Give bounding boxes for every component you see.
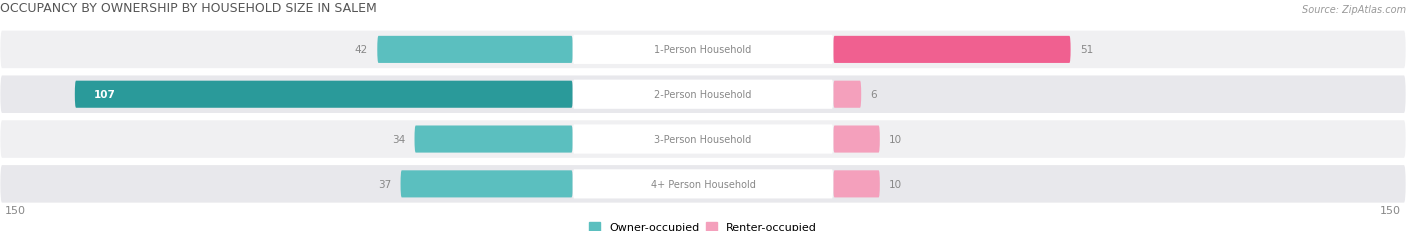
Text: 34: 34 [392,134,405,144]
Text: 2-Person Household: 2-Person Household [654,90,752,100]
Text: 1-Person Household: 1-Person Household [654,45,752,55]
Text: 107: 107 [93,90,115,100]
Text: 150: 150 [6,205,27,215]
FancyBboxPatch shape [572,125,834,154]
FancyBboxPatch shape [572,36,834,65]
FancyBboxPatch shape [834,37,1070,64]
FancyBboxPatch shape [0,165,1406,203]
FancyBboxPatch shape [572,170,834,199]
FancyBboxPatch shape [834,81,862,108]
FancyBboxPatch shape [0,121,1406,158]
Text: OCCUPANCY BY OWNERSHIP BY HOUSEHOLD SIZE IN SALEM: OCCUPANCY BY OWNERSHIP BY HOUSEHOLD SIZE… [0,2,377,15]
Text: 150: 150 [1379,205,1400,215]
Text: 10: 10 [889,134,903,144]
Text: 6: 6 [870,90,877,100]
FancyBboxPatch shape [0,31,1406,69]
Text: 51: 51 [1080,45,1092,55]
FancyBboxPatch shape [0,76,1406,113]
Text: 42: 42 [354,45,368,55]
FancyBboxPatch shape [415,126,572,153]
FancyBboxPatch shape [834,170,880,198]
Text: 37: 37 [378,179,391,189]
FancyBboxPatch shape [834,126,880,153]
FancyBboxPatch shape [572,80,834,109]
Text: 4+ Person Household: 4+ Person Household [651,179,755,189]
Text: Source: ZipAtlas.com: Source: ZipAtlas.com [1302,5,1406,15]
Text: 3-Person Household: 3-Person Household [654,134,752,144]
Legend: Owner-occupied, Renter-occupied: Owner-occupied, Renter-occupied [589,222,817,231]
FancyBboxPatch shape [401,170,572,198]
FancyBboxPatch shape [75,81,572,108]
Text: 10: 10 [889,179,903,189]
FancyBboxPatch shape [377,37,572,64]
